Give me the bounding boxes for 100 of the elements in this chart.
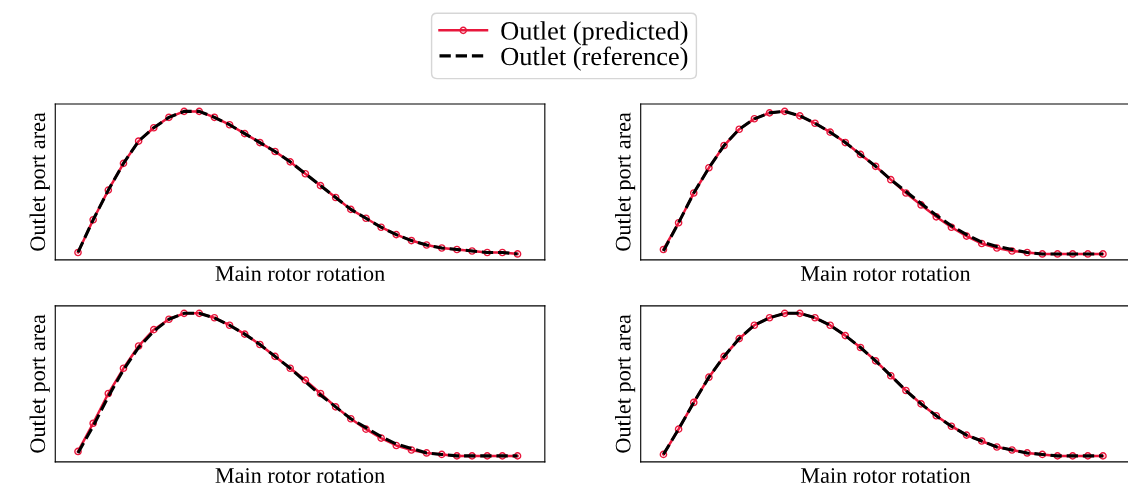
point	[407, 446, 416, 454]
point	[392, 441, 401, 450]
point	[689, 189, 698, 197]
point	[74, 447, 82, 456]
point	[1053, 250, 1062, 258]
point	[1068, 452, 1077, 460]
point	[841, 331, 850, 340]
point	[240, 330, 249, 338]
point	[1083, 452, 1092, 460]
point	[796, 112, 804, 120]
point	[180, 107, 188, 116]
point	[210, 313, 219, 322]
point	[689, 398, 698, 407]
point	[453, 452, 461, 460]
y-axis-title: Outlet port area	[29, 314, 50, 453]
point	[437, 450, 446, 459]
point	[932, 212, 941, 221]
point	[917, 201, 925, 209]
point	[498, 452, 507, 460]
point	[513, 452, 522, 460]
point	[856, 150, 865, 159]
point	[659, 450, 668, 459]
point	[902, 386, 910, 395]
point	[750, 321, 759, 330]
point	[947, 223, 956, 232]
point	[210, 113, 219, 122]
point	[659, 245, 668, 254]
point	[902, 189, 910, 197]
point	[1023, 248, 1032, 257]
point	[89, 215, 97, 224]
point	[705, 373, 713, 382]
point	[993, 244, 1001, 252]
point	[165, 113, 173, 122]
point	[932, 411, 941, 420]
point	[89, 419, 97, 428]
point	[1008, 446, 1016, 454]
point	[674, 218, 683, 227]
x-axis-title: Main rotor rotation	[215, 266, 385, 282]
point	[286, 364, 295, 373]
point	[1038, 250, 1047, 258]
point	[104, 389, 113, 398]
point	[1099, 452, 1107, 460]
point	[180, 309, 188, 318]
point	[301, 376, 310, 384]
point	[720, 141, 728, 150]
y-axis-title: Outlet port area	[615, 112, 636, 251]
point	[392, 230, 401, 239]
point	[119, 364, 128, 373]
point	[119, 159, 128, 168]
point	[735, 125, 744, 134]
point	[286, 158, 295, 166]
point	[886, 175, 895, 184]
point	[134, 342, 143, 350]
point	[977, 437, 986, 445]
point	[993, 443, 1001, 451]
point	[513, 250, 522, 258]
point	[483, 452, 492, 460]
legend-label: Outlet (predicted)	[501, 21, 688, 46]
point	[483, 248, 492, 257]
point	[796, 309, 804, 318]
point	[1053, 452, 1062, 460]
y-axis-title: Outlet port area	[29, 112, 50, 251]
point	[74, 248, 82, 257]
point	[886, 371, 895, 380]
point	[962, 232, 971, 240]
point	[149, 325, 158, 334]
point	[453, 245, 461, 254]
point	[1023, 449, 1032, 457]
point	[811, 313, 819, 322]
point	[1008, 247, 1016, 255]
point	[240, 129, 249, 138]
point	[735, 334, 744, 343]
point	[750, 114, 759, 123]
point	[347, 414, 355, 423]
point	[962, 431, 971, 439]
point	[674, 425, 683, 433]
point	[149, 123, 158, 132]
point	[437, 244, 446, 252]
point	[316, 389, 325, 398]
point	[765, 109, 774, 117]
legend-label: Outlet (reference)	[501, 46, 688, 71]
point	[917, 400, 925, 408]
point	[977, 239, 986, 248]
point	[195, 107, 204, 116]
point	[362, 425, 370, 433]
point	[377, 434, 385, 442]
point	[841, 138, 850, 147]
x-axis-title: Main rotor rotation	[800, 266, 971, 282]
point	[720, 352, 728, 361]
point	[1083, 250, 1092, 258]
point	[498, 248, 507, 257]
point	[765, 313, 774, 322]
point	[362, 214, 370, 223]
y-axis-title: Outlet port area	[615, 314, 636, 453]
point	[468, 452, 476, 460]
point	[780, 309, 789, 318]
x-axis-title: Main rotor rotation	[800, 468, 971, 484]
point	[165, 315, 173, 324]
point	[871, 357, 880, 365]
point	[271, 352, 279, 361]
